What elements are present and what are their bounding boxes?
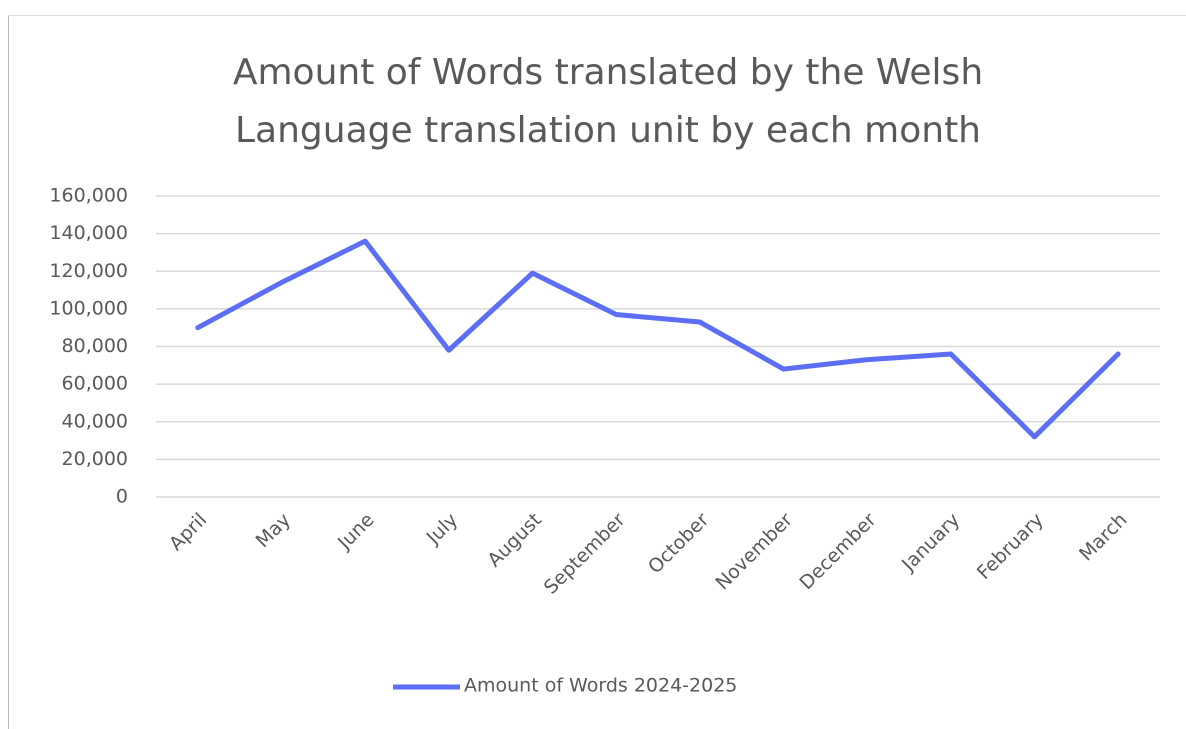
legend-label: Amount of Words 2024-2025 [464, 675, 737, 697]
y-tick-label: 100,000 [49, 297, 128, 319]
y-tick-label: 40,000 [62, 410, 128, 432]
x-tick-label: July [422, 509, 462, 549]
x-tick-label: October [644, 509, 713, 578]
y-tick-label: 20,000 [62, 448, 128, 470]
x-tick-label: December [795, 509, 880, 594]
x-tick-label: February [973, 509, 1048, 584]
x-tick-label: June [333, 509, 379, 555]
line-series [195, 238, 1121, 440]
y-tick-label: 60,000 [62, 373, 128, 395]
y-tick-label: 160,000 [49, 185, 128, 207]
x-tick-label: September [540, 509, 630, 599]
chart-title: Amount of Words translated by the Welsh … [232, 52, 984, 151]
x-tick-label: May [252, 509, 295, 552]
y-tick-label: 0 [116, 486, 128, 508]
chart-frame [8, 15, 1186, 729]
y-tick-label: 80,000 [62, 335, 128, 357]
x-tick-label: January [897, 509, 964, 576]
x-tick-label: March [1075, 509, 1132, 566]
x-tick-label: August [483, 509, 546, 572]
y-tick-label: 140,000 [49, 222, 128, 244]
x-tick-label: November [711, 509, 797, 595]
y-tick-label: 120,000 [49, 260, 128, 282]
x-tick-label: April [165, 509, 211, 555]
